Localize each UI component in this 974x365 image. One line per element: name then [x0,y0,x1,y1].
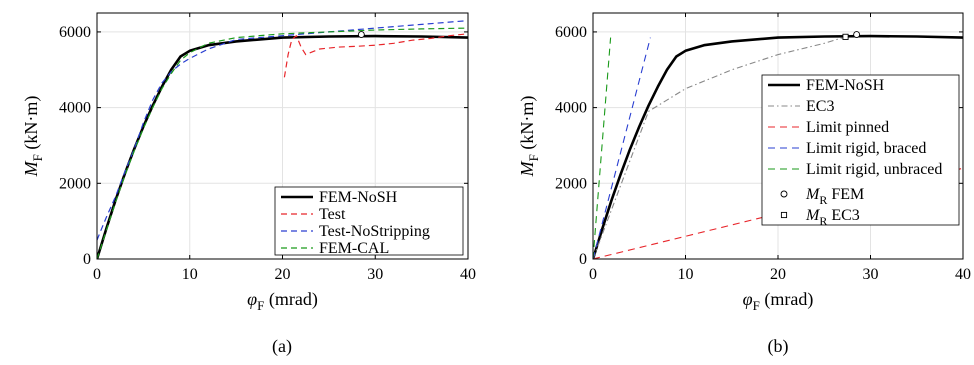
panel-label: (b) [768,336,789,357]
x-axis-label: φF (mrad) [743,289,814,313]
y-tick-label: 6000 [59,24,91,41]
legend-label-limit-rigid-braced: Limit rigid, braced [806,140,926,157]
legend-box [274,186,464,256]
x-tick-label: 30 [367,266,383,283]
x-tick-label: 0 [589,266,597,283]
legend-marker-circle [780,190,788,198]
legend-label-ec3: EC3 [806,98,834,115]
y-axis-label: MF (kN·m) [517,96,541,178]
x-tick-label: 40 [460,266,476,283]
series-test [283,33,468,78]
y-tick-label: 0 [83,251,91,268]
marker-fem-marker [357,31,365,39]
y-tick-label: 2000 [555,175,587,192]
series-limit-rigid-unbraced [593,37,612,259]
legend-label-marker: MR EC3 [805,207,860,228]
legend-label-marker: MR FEM [805,186,864,207]
panel-label: (a) [272,336,292,357]
legend-label-fem-nosh: FEM-NoSH [319,189,398,206]
y-axis-label: MF (kN·m) [21,96,45,178]
panel-b: 0 10 20 30 40 0 2000 4000 6000 φF (mrad) MF (kN·m)… [517,12,971,357]
x-tick-label: 20 [770,266,786,283]
legend-marker-square [780,211,788,219]
y-tick-label: 4000 [59,100,91,117]
series-fem-nosh [97,34,468,259]
x-tick-label: 0 [93,266,101,283]
x-tick-label: 10 [678,266,694,283]
x-tick-label: 40 [955,266,971,283]
series-fem-nosh [593,34,963,259]
series-limit-rigid-braced [593,37,651,259]
series-group [97,20,468,259]
legend-label-fem-cal: FEM-CAL [319,240,389,257]
marker-m-r-fem [853,31,861,39]
series-ec3 [593,36,846,259]
legend-label-test: Test [319,206,346,223]
legend-label-test-nostripping: Test-NoStripping [319,223,430,240]
legend-label-limit-rigid-unbraced: Limit rigid, unbraced [806,161,942,178]
x-axis-label: φF (mrad) [247,289,318,313]
legend-label-fem-nosh: FEM-NoSH [806,77,885,94]
legend-label-limit-pinned: Limit pinned [806,119,889,136]
legend-box [761,74,960,226]
marker-m-r-ec3 [842,33,849,40]
y-tick-label: 4000 [555,100,587,117]
x-tick-label: 30 [863,266,879,283]
x-tick-label: 10 [182,266,198,283]
series-fem-cal [97,27,468,259]
y-tick-label: 0 [579,251,587,268]
panel-a: 0 10 20 30 40 0 2000 4000 6000 φF (mrad) MF (kN·m)… [21,12,476,357]
y-tick-label: 6000 [555,24,587,41]
legend: FEM-NoSH EC3 Limit pinned Limit rigid, brac… [761,74,960,228]
y-tick-label: 2000 [59,175,91,192]
x-tick-label: 20 [275,266,291,283]
